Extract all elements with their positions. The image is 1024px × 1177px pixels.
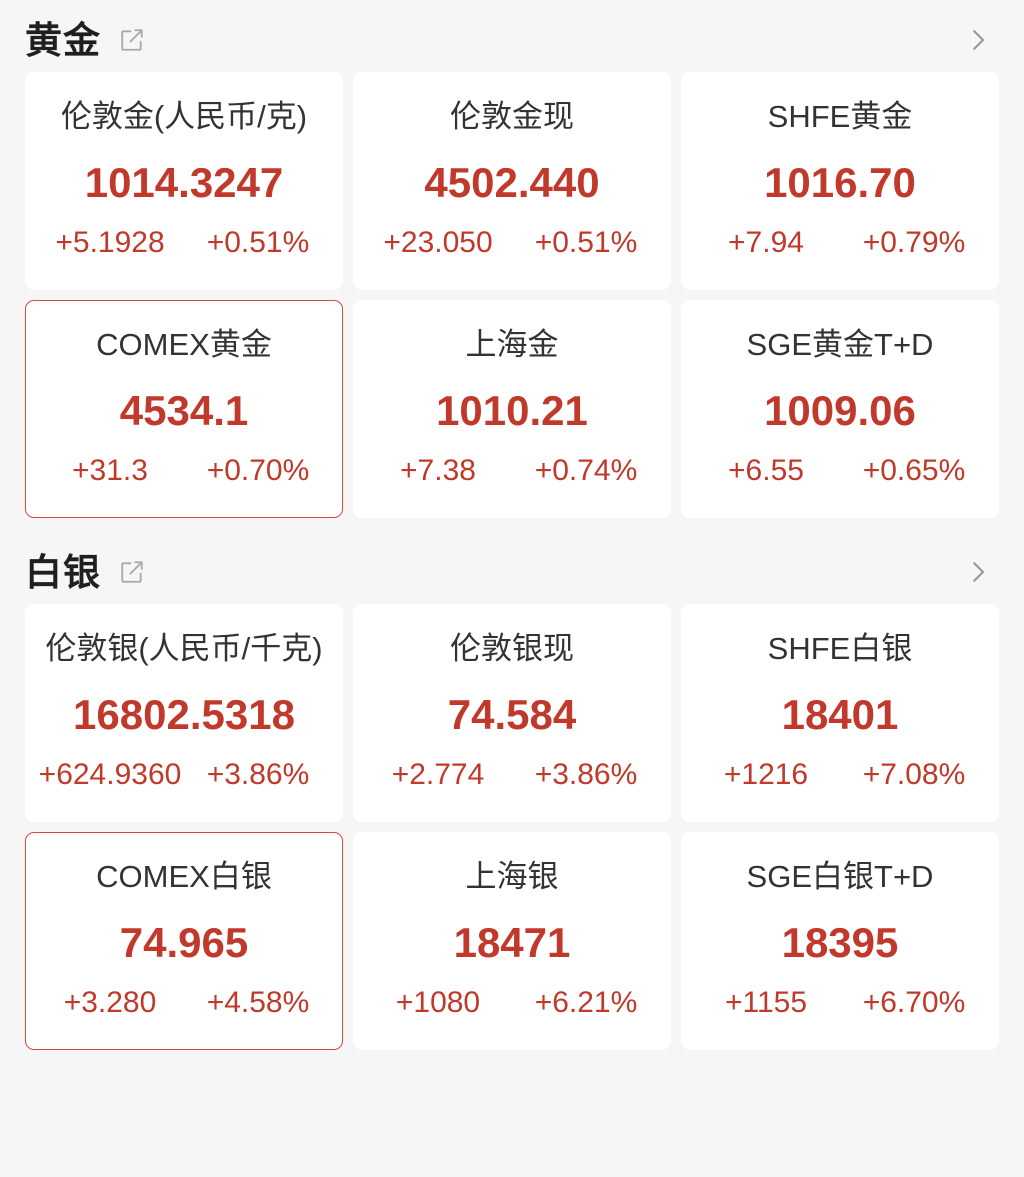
quote-change-percent: +6.70% [862, 985, 966, 1019]
quote-price: 18471 [453, 918, 571, 966]
external-link-icon[interactable] [117, 25, 147, 55]
quote-change-percent: +3.86% [534, 757, 638, 791]
quote-name: 上海银 [465, 859, 559, 894]
quote-card[interactable]: SGE白银T+D 18395 +1155 +6.70% [681, 832, 999, 1050]
quote-change-percent: +0.65% [862, 453, 966, 487]
quote-change-percent: +6.21% [534, 985, 638, 1019]
quote-change-percent: +7.08% [862, 757, 966, 791]
quote-price: 1014.3247 [84, 158, 284, 206]
quote-name: SGE黄金T+D [746, 327, 934, 362]
quote-price: 4534.1 [119, 386, 249, 434]
quote-card[interactable]: 上海金 1010.21 +7.38 +0.74% [353, 300, 671, 518]
quote-card[interactable]: 伦敦银现 74.584 +2.774 +3.86% [353, 604, 671, 822]
quote-change-percent: +0.51% [206, 225, 310, 259]
quote-change-absolute: +6.55 [728, 453, 804, 487]
section-header-gold[interactable]: 黄金 [25, 0, 999, 72]
quote-price: 1016.70 [764, 158, 916, 206]
quote-changes: +1155 +6.70% [692, 985, 988, 1019]
quote-change-absolute: +7.38 [400, 453, 476, 487]
chevron-right-icon-gold[interactable] [961, 23, 995, 57]
quote-name: SHFE黄金 [767, 99, 913, 134]
quote-changes: +2.774 +3.86% [364, 757, 660, 791]
quote-change-absolute: +5.1928 [55, 225, 165, 259]
quote-name: SHFE白银 [767, 631, 913, 666]
quote-card-selected[interactable]: COMEX白银 74.965 +3.280 +4.58% [25, 832, 343, 1050]
quote-change-percent: +4.58% [206, 985, 310, 1019]
quote-change-absolute: +1155 [724, 985, 808, 1019]
quote-name: SGE白银T+D [746, 859, 934, 894]
quote-changes: +3.280 +4.58% [36, 985, 332, 1019]
quote-card[interactable]: 伦敦银(人民币/千克) 16802.5318 +624.9360 +3.86% [25, 604, 343, 822]
quote-name: 伦敦金现 [450, 99, 574, 134]
quote-change-absolute: +3.280 [63, 985, 157, 1019]
external-link-icon[interactable] [117, 557, 147, 587]
section-header-silver[interactable]: 白银 [25, 532, 999, 604]
quote-changes: +7.94 +0.79% [692, 225, 988, 259]
quote-change-percent: +0.51% [534, 225, 638, 259]
quote-price: 1009.06 [764, 386, 916, 434]
quote-price: 18401 [781, 690, 899, 738]
quote-changes: +23.050 +0.51% [364, 225, 660, 259]
quote-changes: +624.9360 +3.86% [36, 757, 332, 791]
section-title-silver: 白银 [25, 551, 101, 593]
quote-name: COMEX白银 [96, 859, 272, 894]
quote-changes: +1080 +6.21% [364, 985, 660, 1019]
quote-card-selected[interactable]: COMEX黄金 4534.1 +31.3 +0.70% [25, 300, 343, 518]
quote-card[interactable]: SHFE黄金 1016.70 +7.94 +0.79% [681, 72, 999, 290]
quote-price: 1010.21 [436, 386, 588, 434]
quote-price: 74.584 [447, 690, 577, 738]
quote-card[interactable]: SHFE白银 18401 +1216 +7.08% [681, 604, 999, 822]
quote-changes: +6.55 +0.65% [692, 453, 988, 487]
quote-price: 74.965 [119, 918, 249, 966]
quote-change-percent: +0.70% [206, 453, 310, 487]
quote-change-absolute: +1216 [723, 757, 809, 791]
chevron-right-icon-silver[interactable] [961, 555, 995, 589]
quote-change-absolute: +2.774 [391, 757, 485, 791]
quote-change-absolute: +624.9360 [38, 757, 182, 791]
quote-change-absolute: +23.050 [383, 225, 493, 259]
quote-name: 伦敦银(人民币/千克) [45, 631, 323, 666]
quote-change-absolute: +7.94 [728, 225, 804, 259]
quote-changes: +7.38 +0.74% [364, 453, 660, 487]
card-grid-gold: 伦敦金(人民币/克) 1014.3247 +5.1928 +0.51% 伦敦金现… [25, 72, 999, 518]
section-gap [25, 518, 999, 532]
card-grid-silver: 伦敦银(人民币/千克) 16802.5318 +624.9360 +3.86% … [25, 604, 999, 1050]
quote-price: 4502.440 [424, 158, 600, 206]
quote-change-percent: +0.74% [534, 453, 638, 487]
quote-change-percent: +3.86% [206, 757, 310, 791]
quote-card[interactable]: SGE黄金T+D 1009.06 +6.55 +0.65% [681, 300, 999, 518]
quote-name: COMEX黄金 [96, 327, 272, 362]
section-title-gold: 黄金 [25, 19, 101, 61]
quote-card[interactable]: 伦敦金(人民币/克) 1014.3247 +5.1928 +0.51% [25, 72, 343, 290]
quote-card[interactable]: 伦敦金现 4502.440 +23.050 +0.51% [353, 72, 671, 290]
quote-price: 16802.5318 [73, 690, 295, 738]
quote-changes: +1216 +7.08% [692, 757, 988, 791]
quote-changes: +5.1928 +0.51% [36, 225, 332, 259]
quote-name: 伦敦银现 [450, 631, 574, 666]
quote-change-percent: +0.79% [862, 225, 966, 259]
quote-changes: +31.3 +0.70% [36, 453, 332, 487]
quote-change-absolute: +1080 [395, 985, 481, 1019]
quote-name: 伦敦金(人民币/克) [60, 99, 308, 134]
quote-change-absolute: +31.3 [72, 453, 148, 487]
quote-card[interactable]: 上海银 18471 +1080 +6.21% [353, 832, 671, 1050]
quote-price: 18395 [781, 918, 899, 966]
quote-name: 上海金 [465, 327, 559, 362]
